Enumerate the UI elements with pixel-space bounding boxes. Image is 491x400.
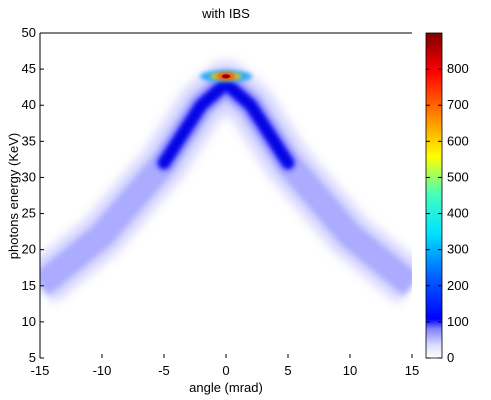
y-tick-label: 20: [22, 242, 36, 257]
x-tick-label: -15: [31, 363, 50, 378]
y-tick-label: 40: [22, 97, 36, 112]
y-tick-label: 15: [22, 278, 36, 293]
y-tick-label: 10: [22, 314, 36, 329]
colorbar-tick-label: 500: [447, 169, 469, 184]
colorbar-tick-label: 300: [447, 242, 469, 257]
heatmap-band: [40, 60, 412, 304]
x-axis-label: angle (mrad): [189, 380, 263, 395]
y-tick-label: 25: [22, 206, 36, 221]
colorbar: [425, 32, 443, 359]
y-tick-label: 35: [22, 133, 36, 148]
colorbar-tick-label: 0: [447, 350, 454, 365]
band-core-inner: [159, 78, 293, 168]
y-axis-label: photons energy (KeV): [6, 133, 21, 259]
x-tick-label: 10: [343, 363, 357, 378]
peak-max: [222, 74, 230, 79]
colorbar-tick-label: 600: [447, 133, 469, 148]
y-axis-ticks: 5 10 15 20 25 30 35 40 45 50: [22, 25, 44, 365]
y-tick-label: 5: [29, 350, 36, 365]
x-tick-label: -5: [158, 363, 170, 378]
colorbar-tick-label: 200: [447, 278, 469, 293]
chart-title: with IBS: [201, 6, 250, 21]
x-tick-label: 0: [222, 363, 229, 378]
colorbar-tick-label: 800: [447, 61, 469, 76]
x-tick-label: -10: [93, 363, 112, 378]
x-axis-ticks: -15 -10 -5 0 5 10 15: [31, 354, 419, 378]
colorbar-tick-label: 400: [447, 206, 469, 221]
x-tick-label: 5: [284, 363, 291, 378]
y-tick-label: 30: [22, 169, 36, 184]
colorbar-ticks: 0 100 200 300 400 500 600 700 800: [426, 61, 469, 365]
y-tick-label: 50: [22, 25, 36, 40]
colorbar-tick-label: 700: [447, 97, 469, 112]
y-tick-label: 45: [22, 61, 36, 76]
x-tick-label: 15: [405, 363, 419, 378]
colorbar-tick-label: 100: [447, 314, 469, 329]
